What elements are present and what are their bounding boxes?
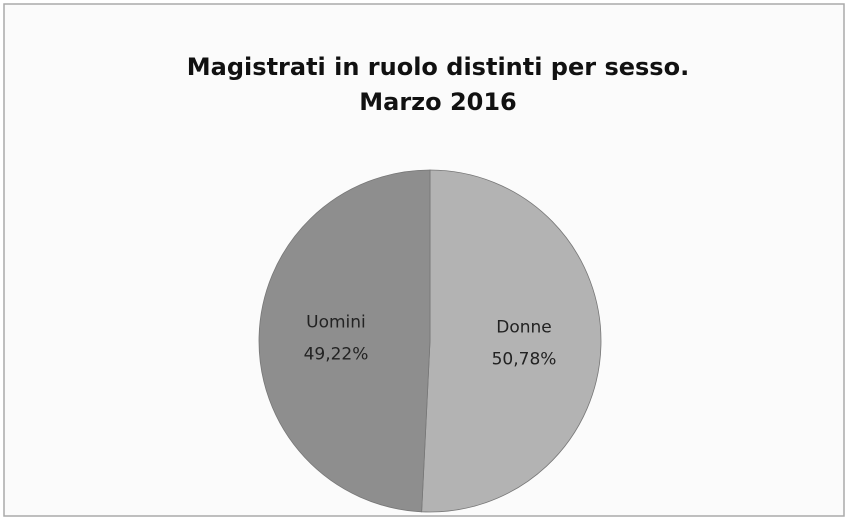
chart-subtitle: Marzo 2016 xyxy=(359,88,517,116)
chart-title: Magistrati in ruolo distinti per sesso. xyxy=(187,53,689,81)
slice-value-label: 49,22% xyxy=(304,345,369,365)
pie-slice xyxy=(258,169,431,513)
pie-slice xyxy=(421,169,602,513)
slice-value-label: 50,78% xyxy=(492,349,557,369)
slice-category-label: Uomini xyxy=(306,313,366,333)
slice-category-label: Donne xyxy=(496,317,552,337)
